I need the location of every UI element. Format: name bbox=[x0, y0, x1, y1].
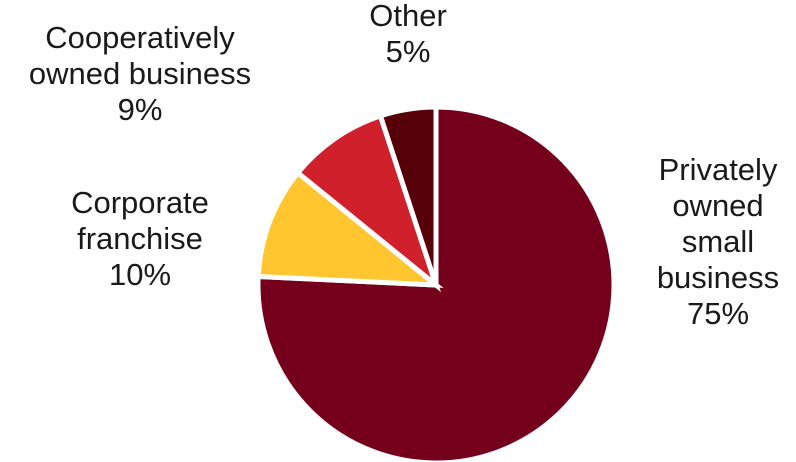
pie-slices bbox=[255, 104, 617, 462]
pie-label-line: Privately bbox=[659, 152, 778, 187]
pie-label-line: 9% bbox=[118, 92, 163, 127]
pie-label-line: owned bbox=[672, 188, 763, 223]
pie-label-line: Cooperatively bbox=[45, 20, 235, 55]
pie-label-corporate-franchise: Corporate franchise 10% bbox=[71, 185, 209, 292]
pie-label-privately-owned-small-business: Privately owned small business 75% bbox=[657, 152, 779, 331]
pie-label-line: 5% bbox=[386, 34, 431, 69]
pie-label-line: owned business bbox=[29, 56, 251, 91]
pie-slice-privately-owned-small-business bbox=[255, 104, 617, 462]
pie-label-other: Other 5% bbox=[369, 0, 447, 69]
pie-label-line: franchise bbox=[77, 221, 203, 256]
pie-label-line: business bbox=[657, 260, 779, 295]
pie-slice-corporate-franchise bbox=[255, 169, 444, 288]
pie-slice-cooperatively-owned-business bbox=[294, 112, 442, 293]
pie-label-line: 10% bbox=[109, 257, 171, 292]
pie-label-line: small bbox=[682, 224, 754, 259]
pie-slice-other bbox=[377, 104, 439, 286]
pie-label-line: 75% bbox=[687, 296, 749, 331]
pie-label-line: Corporate bbox=[71, 185, 209, 220]
pie-label-cooperatively-owned-business: Cooperatively owned business 9% bbox=[29, 20, 251, 127]
pie-label-line: Other bbox=[369, 0, 447, 33]
pie-labels: Privately owned small business 75% Corporate f… bbox=[29, 0, 779, 331]
